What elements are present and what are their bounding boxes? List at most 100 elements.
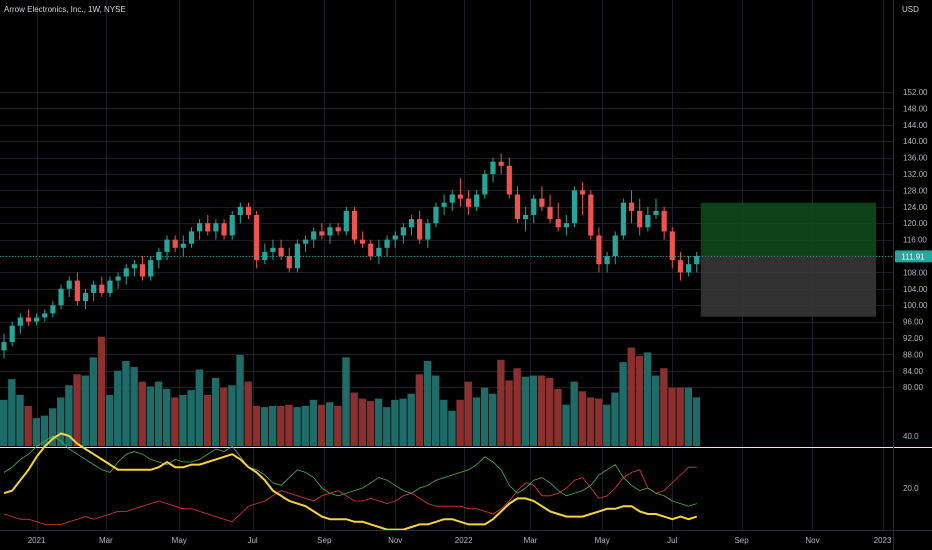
candle-body bbox=[229, 215, 235, 236]
oscillator-axis[interactable]: 40.0 20.0 bbox=[903, 432, 919, 493]
volume-bar bbox=[456, 399, 464, 446]
candle-body bbox=[400, 227, 406, 236]
volume-bar bbox=[40, 415, 49, 446]
volume-bar bbox=[228, 385, 236, 446]
candle-body bbox=[449, 194, 455, 203]
candle-body bbox=[278, 247, 284, 256]
candle-body bbox=[25, 317, 32, 322]
volume-bar bbox=[513, 368, 521, 446]
volume-bar bbox=[260, 407, 269, 446]
chart-title: Arrow Electronics, Inc., 1W, NYSE bbox=[4, 5, 126, 14]
candle-body bbox=[139, 264, 146, 277]
candle-body bbox=[42, 313, 48, 318]
volume-bar bbox=[374, 398, 383, 446]
position-zones[interactable] bbox=[700, 202, 877, 317]
volume-bar bbox=[105, 394, 114, 446]
volume-bar bbox=[97, 336, 106, 446]
candle-body bbox=[612, 235, 618, 256]
candle-body bbox=[384, 239, 390, 248]
volume-bar bbox=[179, 394, 187, 446]
volume-bar bbox=[529, 375, 538, 446]
price-tick-label: 148.00 bbox=[903, 104, 928, 113]
time-tick-label: 2021 bbox=[28, 536, 46, 545]
time-tick-label: Sep bbox=[317, 536, 332, 545]
candle-body bbox=[580, 190, 586, 195]
volume-bar bbox=[448, 410, 456, 446]
volume-bar bbox=[407, 393, 415, 446]
candles[interactable] bbox=[1, 153, 700, 359]
candle-body bbox=[408, 219, 415, 228]
volume-bar bbox=[203, 394, 212, 446]
volume-bar bbox=[358, 398, 366, 446]
candle-body bbox=[360, 239, 366, 244]
profit-zone bbox=[700, 202, 877, 257]
volume-bar bbox=[676, 387, 684, 446]
volume-bar bbox=[431, 375, 440, 446]
time-tick-label: Mar bbox=[99, 536, 113, 545]
candle-body bbox=[628, 202, 635, 211]
candle-body bbox=[213, 223, 219, 232]
candle-body bbox=[506, 165, 512, 195]
time-tick-label: Sep bbox=[734, 536, 749, 545]
volume-bar bbox=[489, 393, 497, 446]
oscillator-main-line bbox=[3, 432, 698, 531]
candle-body bbox=[571, 190, 578, 224]
volume-bar bbox=[195, 369, 203, 446]
candle-body bbox=[82, 292, 89, 302]
volume-bar bbox=[48, 408, 57, 446]
volume-bar bbox=[138, 381, 146, 446]
candle-body bbox=[677, 260, 684, 273]
price-tick-label: 80.00 bbox=[903, 383, 924, 392]
candle-body bbox=[197, 223, 203, 232]
volume-bar bbox=[236, 354, 244, 446]
candle-body bbox=[555, 219, 561, 228]
price-tick-label: 140.00 bbox=[903, 137, 928, 146]
candle-body bbox=[172, 239, 178, 248]
candle-body bbox=[669, 231, 675, 261]
volume-bar bbox=[244, 381, 252, 446]
oscillator-plus-line bbox=[3, 435, 697, 507]
volume-bar bbox=[366, 401, 375, 446]
volume-bar bbox=[684, 387, 692, 446]
volume-bar bbox=[342, 357, 350, 446]
price-axis[interactable]: 152.00 148.00 144.00 140.00 136.00 132.00 128.… bbox=[903, 88, 928, 392]
candle-body bbox=[351, 210, 358, 240]
time-tick-label: Nov bbox=[805, 536, 819, 545]
oscillator-tick-label: 40.0 bbox=[903, 432, 919, 441]
candle-body bbox=[604, 256, 610, 265]
volume-bar bbox=[220, 387, 228, 446]
volume-bar bbox=[578, 391, 587, 446]
price-tick-label: 84.00 bbox=[903, 367, 924, 376]
volume-bar bbox=[668, 387, 676, 446]
volume-bar bbox=[334, 405, 342, 446]
candle-body bbox=[620, 202, 626, 236]
volume-bar bbox=[635, 356, 644, 446]
candle-body bbox=[465, 198, 472, 207]
volume-bar bbox=[562, 404, 570, 446]
volume-bar bbox=[65, 385, 73, 446]
volume-bar bbox=[24, 405, 32, 446]
volume-bar bbox=[603, 404, 611, 446]
candle-body bbox=[245, 206, 252, 215]
candle-body bbox=[335, 227, 341, 232]
volume-bar bbox=[627, 347, 635, 446]
candle-body bbox=[311, 231, 317, 240]
candle-body bbox=[653, 210, 659, 215]
volume-bar bbox=[8, 379, 16, 446]
volume-bar bbox=[480, 387, 489, 446]
volume-bar bbox=[309, 399, 318, 446]
volume-bar bbox=[187, 390, 195, 446]
volume-bars bbox=[0, 336, 701, 446]
candle-body bbox=[392, 235, 398, 240]
time-tick-label: 2023 bbox=[874, 536, 892, 545]
candle-body bbox=[498, 161, 504, 166]
volume-bar bbox=[154, 381, 163, 446]
time-tick-label: 2022 bbox=[455, 536, 473, 545]
volume-bar bbox=[81, 375, 89, 446]
candle-body bbox=[457, 194, 463, 199]
price-tick-label: 100.00 bbox=[903, 301, 928, 310]
candle-body bbox=[433, 206, 439, 224]
time-axis[interactable]: 2021 Mar May Jul Sep Nov 2022 Mar May Jul Sep Nov 20… bbox=[28, 536, 892, 545]
candle-body bbox=[563, 223, 569, 228]
